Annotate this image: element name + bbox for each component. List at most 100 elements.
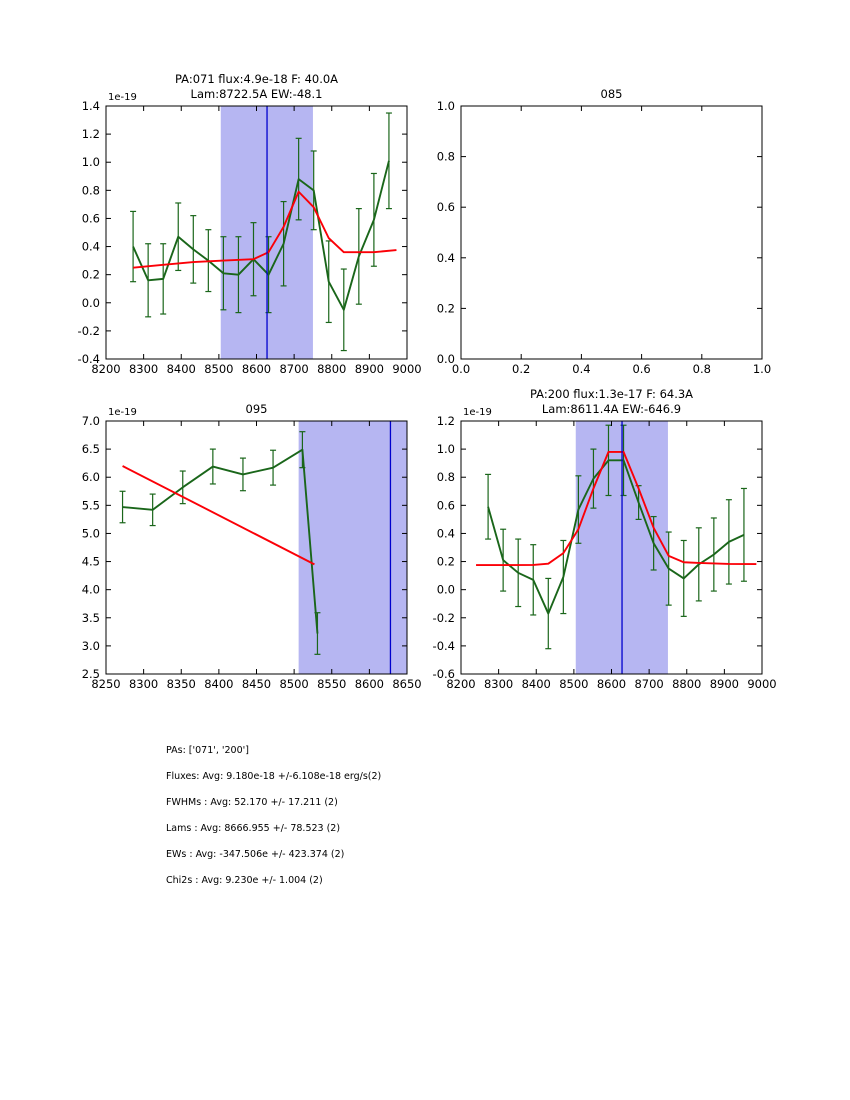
x-tick-label: 8600	[242, 362, 271, 376]
y-tick-label: 4.5	[82, 555, 100, 569]
y-tick-label: 5.0	[82, 526, 100, 540]
x-tick-label: 8600	[355, 677, 384, 691]
y-tick-label: 1.0	[437, 442, 455, 456]
x-tick-label: 8200	[91, 362, 120, 376]
y-tick-label: 0.2	[82, 268, 100, 282]
panel-pa071-exponent-label: 1e-19	[108, 92, 137, 103]
panel-pa071-xaxis: 8200 8300 8400 8500 8600 8700 8800 8900 9000	[91, 106, 422, 376]
x-tick-label: 8700	[634, 677, 663, 691]
x-tick-label: 8500	[279, 677, 308, 691]
panel-095-xaxis: 8250 8300 8350 8400 8450 8500 8550 8600 8650	[91, 421, 422, 691]
panel-085: 0.0 0.2 0.4 0.6 0.8 1.0 0.0 0.2 0.4 0.6 0.8 1.0 085	[437, 87, 771, 376]
y-tick-label: 0.8	[82, 183, 100, 197]
summary-block: PAs: ['071', '200'] Fluxes: Avg: 9.180e-1…	[166, 745, 381, 886]
y-tick-label: 0.2	[437, 555, 455, 569]
summary-line-4: Lams : Avg: 8666.955 +/- 78.523 (2)	[166, 823, 340, 834]
panel-095-yaxis: 2.5 3.0 3.5 4.0 4.5 5.0 5.5 6.0 6.5 7.0	[82, 414, 407, 681]
x-tick-label: 8900	[355, 362, 384, 376]
x-tick-label: 9000	[392, 362, 421, 376]
y-tick-label: 6.5	[82, 442, 100, 456]
x-tick-label: 8900	[710, 677, 739, 691]
y-tick-label: 4.0	[82, 583, 100, 597]
panel-pa071-title-line-2: Lam:8722.5A EW:-48.1	[191, 87, 323, 101]
y-tick-label: 1.4	[82, 99, 100, 113]
x-tick-label: 8800	[672, 677, 701, 691]
panel-pa071: 8200 8300 8400 8500 8600 8700 8800 8900 9000-0.4…	[78, 72, 422, 376]
panel-pa071-plot-area	[130, 106, 397, 359]
y-tick-label: 3.0	[82, 639, 100, 653]
panel-pa071-fit-line	[133, 190, 397, 269]
panel-085-xaxis: 0.0 0.2 0.4 0.6 0.8 1.0	[452, 106, 771, 376]
y-tick-label: 5.5	[82, 498, 100, 512]
y-tick-label: 0.0	[437, 583, 455, 597]
x-tick-label: 8500	[204, 362, 233, 376]
panel-095-spectrum-line	[122, 448, 319, 634]
y-tick-label: -0.6	[433, 667, 455, 681]
x-tick-label: 8400	[167, 362, 196, 376]
x-tick-label: 8650	[392, 677, 421, 691]
x-tick-label: 8500	[559, 677, 588, 691]
y-tick-label: 0.8	[437, 150, 455, 164]
y-tick-label: 0.6	[437, 200, 455, 214]
y-tick-label: 0.4	[437, 526, 455, 540]
panel-pa200-xaxis: 8200 8300 8400 8500 8600 8700 8800 8900 9000	[446, 421, 777, 691]
panel-085-yaxis: 0.0 0.2 0.4 0.6 0.8 1.0	[437, 99, 762, 366]
y-tick-label: -0.4	[433, 639, 455, 653]
panel-pa200-plot-area	[476, 421, 757, 674]
y-tick-label: 0.0	[437, 352, 455, 366]
panel-pa200: 8200 8300 8400 8500 8600 8700 8800 8900 9000-0.6…	[433, 387, 777, 691]
x-tick-label: 0.0	[452, 362, 470, 376]
summary-line-6: Chi2s : Avg: 9.230e +/- 1.004 (2)	[166, 875, 323, 886]
y-tick-label: 7.0	[82, 414, 100, 428]
y-tick-label: 0.4	[437, 251, 455, 265]
x-tick-label: 1.0	[753, 362, 771, 376]
y-tick-label: 6.0	[82, 470, 100, 484]
x-tick-label: 8350	[167, 677, 196, 691]
y-tick-label: 2.5	[82, 667, 100, 681]
x-tick-label: 0.2	[512, 362, 530, 376]
y-tick-label: 0.8	[437, 470, 455, 484]
y-tick-label: 3.5	[82, 611, 100, 625]
y-tick-label: -0.4	[78, 352, 100, 366]
x-tick-label: 8600	[597, 677, 626, 691]
x-tick-label: 8300	[129, 362, 158, 376]
panel-pa071-yaxis: -0.4 -0.2 0.0 0.2 0.4 0.6 0.8 1.0 1.2 1.4	[78, 99, 407, 366]
x-tick-label: 8300	[129, 677, 158, 691]
y-tick-label: -0.2	[78, 324, 100, 338]
panel-095-error-bars	[119, 431, 321, 655]
y-tick-label: -0.2	[433, 611, 455, 625]
y-tick-label: 1.0	[437, 99, 455, 113]
y-tick-label: 0.2	[437, 301, 455, 315]
x-tick-label: 8550	[317, 677, 346, 691]
panel-pa200-exponent-label: 1e-19	[463, 407, 492, 418]
panel-pa200-title-line-1: PA:200 flux:1.3e-17 F: 64.3A	[530, 387, 693, 401]
summary-line-2: Fluxes: Avg: 9.180e-18 +/-6.108e-18 erg/…	[166, 771, 381, 782]
y-tick-label: 0.4	[82, 240, 100, 254]
panel-095-exponent-label: 1e-19	[108, 407, 137, 418]
y-tick-label: 1.0	[82, 155, 100, 169]
x-tick-label: 0.8	[693, 362, 711, 376]
x-tick-label: 0.6	[632, 362, 650, 376]
x-tick-label: 8300	[484, 677, 513, 691]
x-tick-label: 9000	[747, 677, 776, 691]
y-tick-label: 0.6	[82, 211, 100, 225]
panel-pa200-title-line-2: Lam:8611.4A EW:-646.9	[542, 402, 681, 416]
panel-085-title-line-1: 085	[601, 87, 623, 101]
panel-095-fit-line	[122, 465, 315, 566]
panel-085-axes-frame	[460, 105, 763, 360]
summary-line-1: PAs: ['071', '200']	[166, 745, 249, 756]
y-tick-label: 1.2	[437, 414, 455, 428]
y-tick-label: 1.2	[82, 127, 100, 141]
panel-095-title-line-1: 095	[246, 402, 268, 416]
y-tick-label: 0.0	[82, 296, 100, 310]
panel-pa071-spectrum-line	[132, 160, 390, 311]
x-tick-label: 8400	[204, 677, 233, 691]
summary-line-5: EWs : Avg: -347.506e +/- 423.374 (2)	[166, 849, 344, 860]
panel-095-plot-area	[119, 421, 407, 674]
panel-pa200-yaxis: -0.6 -0.4 -0.2 0.0 0.2 0.4 0.6 0.8 1.0 1.2	[433, 414, 762, 681]
panel-095: 8250 8300 8350 8400 8450 8500 8550 8600 8650 2.5 3…	[82, 402, 422, 691]
x-tick-label: 8400	[522, 677, 551, 691]
x-tick-label: 8450	[242, 677, 271, 691]
